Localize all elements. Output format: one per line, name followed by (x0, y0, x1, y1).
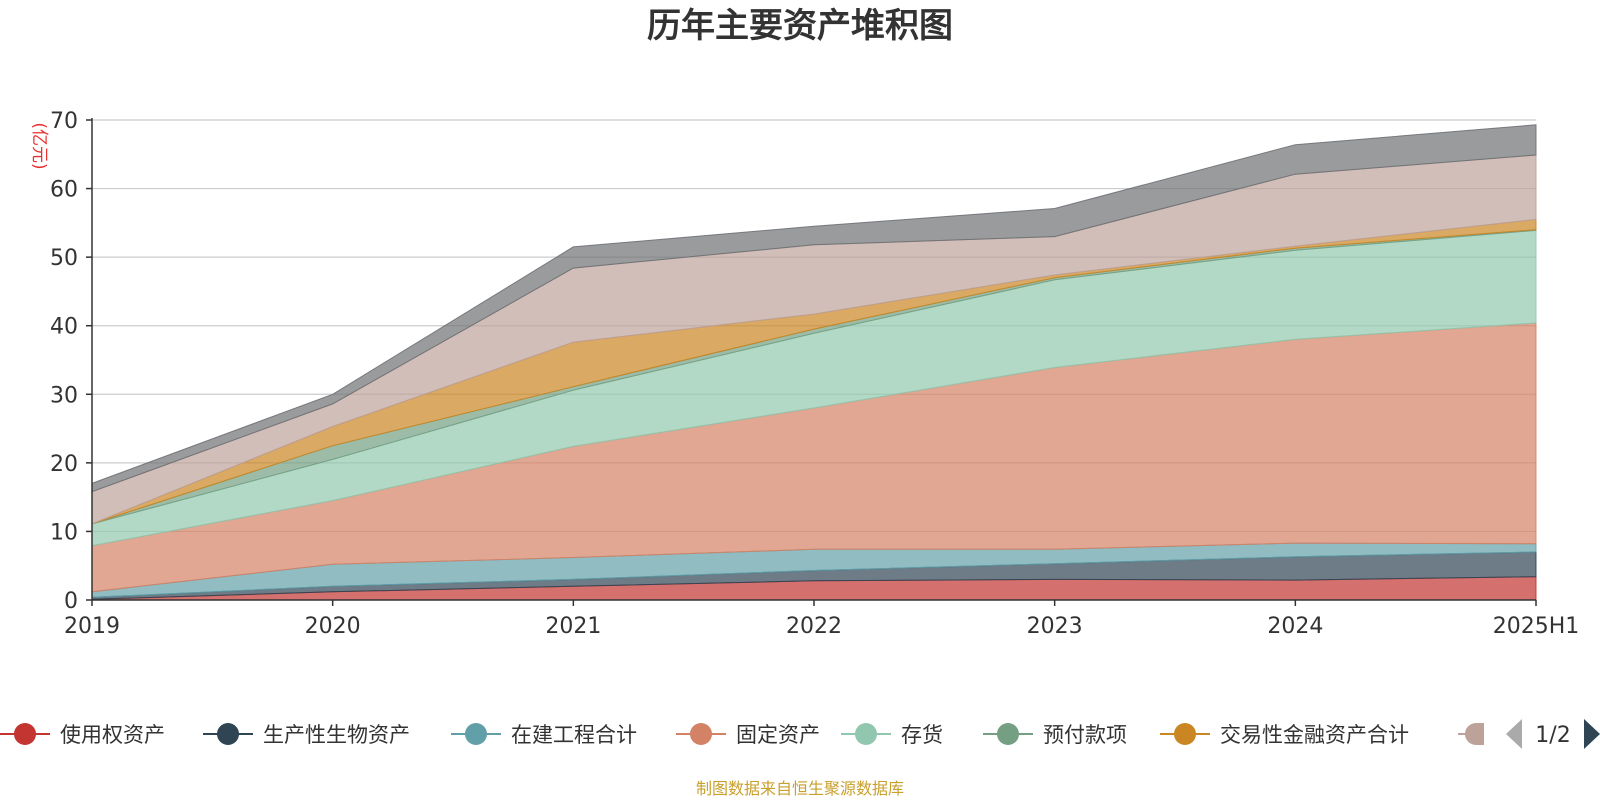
y-tick-label-30: 30 (50, 383, 78, 408)
chart-title: 历年主要资产堆积图 (647, 6, 953, 46)
legend-label: 在建工程合计 (511, 723, 637, 747)
legend-label: 使用权资产 (60, 723, 165, 747)
legend-label: 预付款项 (1043, 723, 1127, 747)
legend-prev-page-icon[interactable] (1506, 719, 1522, 749)
x-tick-label-2025H1: 2025H1 (1493, 614, 1580, 639)
legend-marker-icon (997, 723, 1019, 745)
legend-marker-icon (855, 723, 877, 745)
legend-item-4[interactable]: 固定资产 (676, 723, 820, 747)
legend-label: 固定资产 (736, 723, 820, 747)
x-tick-label-2021: 2021 (545, 614, 601, 639)
legend-marker-icon (690, 723, 712, 745)
y-tick-label-20: 20 (50, 452, 78, 477)
legend-next-page-icon[interactable] (1584, 719, 1600, 749)
legend-marker-icon (1465, 723, 1484, 745)
x-tick-label-2020: 2020 (305, 614, 361, 639)
area-series (91, 124, 1537, 601)
legend-item-7[interactable]: 交易性金融资产合计 (1160, 723, 1409, 747)
legend-item-1[interactable]: 使用权资产 (0, 723, 165, 747)
legend-item-6[interactable]: 预付款项 (983, 723, 1127, 747)
legend-label: 生产性生物资产 (263, 723, 410, 747)
y-tick-label-70: 70 (50, 109, 78, 134)
legend-item-2[interactable]: 生产性生物资产 (203, 723, 410, 747)
legend-item-8-partial[interactable] (1458, 723, 1484, 745)
x-tick-label-2024: 2024 (1267, 614, 1323, 639)
data-source-note: 制图数据来自恒生聚源数据库 (696, 779, 904, 798)
legend-marker-icon (217, 723, 239, 745)
y-tick-label-50: 50 (50, 246, 78, 271)
area-series-9 (91, 124, 1537, 493)
legend-marker-icon (1174, 723, 1196, 745)
legend-marker-icon (465, 723, 487, 745)
y-tick-label-60: 60 (50, 178, 78, 203)
legend-page-indicator: 1/2 (1535, 723, 1570, 748)
legend-label: 存货 (901, 723, 943, 747)
x-tick-label-2023: 2023 (1027, 614, 1083, 639)
y-tick-label-0: 0 (64, 589, 78, 614)
legend: 使用权资产 生产性生物资产 在建工程合计 固定资产 存货 预付款项 交易性金融资产合计 1/2 (0, 719, 1600, 749)
x-tick-label-2019: 2019 (64, 614, 120, 639)
axes: 0 10 20 30 40 50 60 70 2019 2020 2021 2022 2023 2024 2… (50, 109, 1579, 639)
legend-item-3[interactable]: 在建工程合计 (451, 723, 637, 747)
x-tick-label-2022: 2022 (786, 614, 842, 639)
y-axis-unit: (亿元) (29, 122, 49, 169)
legend-item-5[interactable]: 存货 (841, 723, 943, 747)
legend-label: 交易性金融资产合计 (1220, 723, 1409, 747)
y-tick-label-40: 40 (50, 315, 78, 340)
legend-marker-icon (14, 723, 36, 745)
y-tick-label-10: 10 (50, 520, 78, 545)
